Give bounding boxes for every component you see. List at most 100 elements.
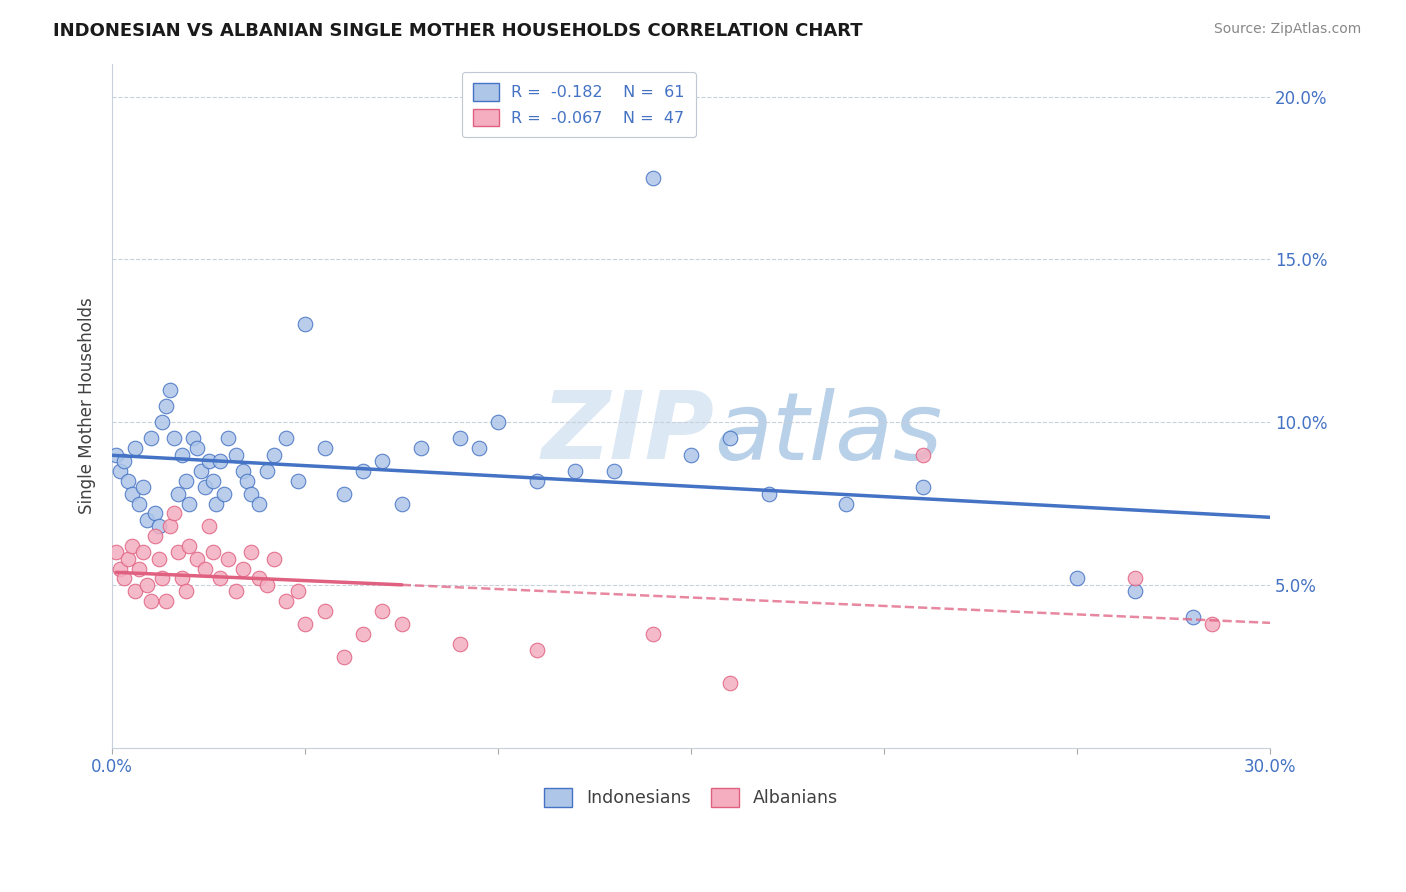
Point: [247, 497, 270, 511]
Point: [201, 474, 224, 488]
Point: [294, 617, 316, 632]
Point: [132, 545, 155, 559]
Point: [194, 561, 217, 575]
Point: [274, 594, 297, 608]
Point: [371, 604, 394, 618]
Point: [468, 441, 491, 455]
Point: [167, 545, 190, 559]
Point: [1182, 610, 1205, 624]
Point: [256, 578, 278, 592]
Point: [132, 480, 155, 494]
Point: [143, 529, 166, 543]
Point: [1201, 617, 1223, 632]
Point: [179, 497, 201, 511]
Point: [911, 448, 934, 462]
Point: [148, 552, 170, 566]
Point: [155, 594, 177, 608]
Point: [117, 552, 139, 566]
Point: [108, 464, 131, 478]
Point: [486, 415, 509, 429]
Text: INDONESIAN VS ALBANIAN SINGLE MOTHER HOUSEHOLDS CORRELATION CHART: INDONESIAN VS ALBANIAN SINGLE MOTHER HOU…: [53, 22, 863, 40]
Point: [181, 432, 204, 446]
Point: [294, 318, 316, 332]
Text: Source: ZipAtlas.com: Source: ZipAtlas.com: [1213, 22, 1361, 37]
Point: [641, 626, 664, 640]
Point: [159, 519, 181, 533]
Point: [124, 441, 146, 455]
Point: [333, 487, 356, 501]
Point: [236, 474, 259, 488]
Point: [105, 448, 128, 462]
Point: [314, 604, 336, 618]
Point: [186, 441, 208, 455]
Point: [212, 487, 235, 501]
Point: [128, 561, 150, 575]
Point: [287, 474, 309, 488]
Point: [163, 506, 186, 520]
Point: [148, 519, 170, 533]
Point: [112, 571, 135, 585]
Legend: Indonesians, Albanians: Indonesians, Albanians: [537, 781, 845, 814]
Point: [718, 675, 741, 690]
Point: [526, 643, 548, 657]
Point: [155, 399, 177, 413]
Point: [163, 432, 186, 446]
Point: [409, 441, 432, 455]
Point: [240, 545, 263, 559]
Point: [835, 497, 858, 511]
Point: [105, 545, 128, 559]
Point: [143, 506, 166, 520]
Point: [128, 497, 150, 511]
Point: [174, 584, 197, 599]
Point: [526, 474, 548, 488]
Point: [121, 487, 143, 501]
Point: [240, 487, 263, 501]
Point: [681, 448, 703, 462]
Point: [232, 464, 254, 478]
Point: [167, 487, 190, 501]
Point: [333, 649, 356, 664]
Point: [174, 474, 197, 488]
Point: [603, 464, 626, 478]
Point: [564, 464, 586, 478]
Point: [263, 448, 285, 462]
Point: [170, 448, 193, 462]
Point: [247, 571, 270, 585]
Point: [641, 171, 664, 186]
Point: [1066, 571, 1088, 585]
Point: [352, 464, 374, 478]
Point: [209, 454, 232, 468]
Point: [124, 584, 146, 599]
Point: [194, 480, 217, 494]
Point: [391, 497, 413, 511]
Point: [201, 545, 224, 559]
Text: atlas: atlas: [714, 388, 942, 479]
Point: [371, 454, 394, 468]
Point: [1123, 584, 1146, 599]
Point: [108, 561, 131, 575]
Point: [186, 552, 208, 566]
Point: [718, 432, 741, 446]
Point: [391, 617, 413, 632]
Point: [159, 383, 181, 397]
Point: [117, 474, 139, 488]
Point: [217, 432, 239, 446]
Point: [911, 480, 934, 494]
Point: [225, 448, 247, 462]
Point: [121, 539, 143, 553]
Point: [287, 584, 309, 599]
Point: [209, 571, 232, 585]
Point: [136, 513, 159, 527]
Point: [232, 561, 254, 575]
Point: [225, 584, 247, 599]
Point: [449, 432, 471, 446]
Y-axis label: Single Mother Households: Single Mother Households: [79, 298, 96, 515]
Point: [1123, 571, 1146, 585]
Point: [256, 464, 278, 478]
Text: ZIP: ZIP: [541, 387, 714, 479]
Point: [152, 415, 174, 429]
Point: [352, 626, 374, 640]
Point: [139, 594, 162, 608]
Point: [274, 432, 297, 446]
Point: [139, 432, 162, 446]
